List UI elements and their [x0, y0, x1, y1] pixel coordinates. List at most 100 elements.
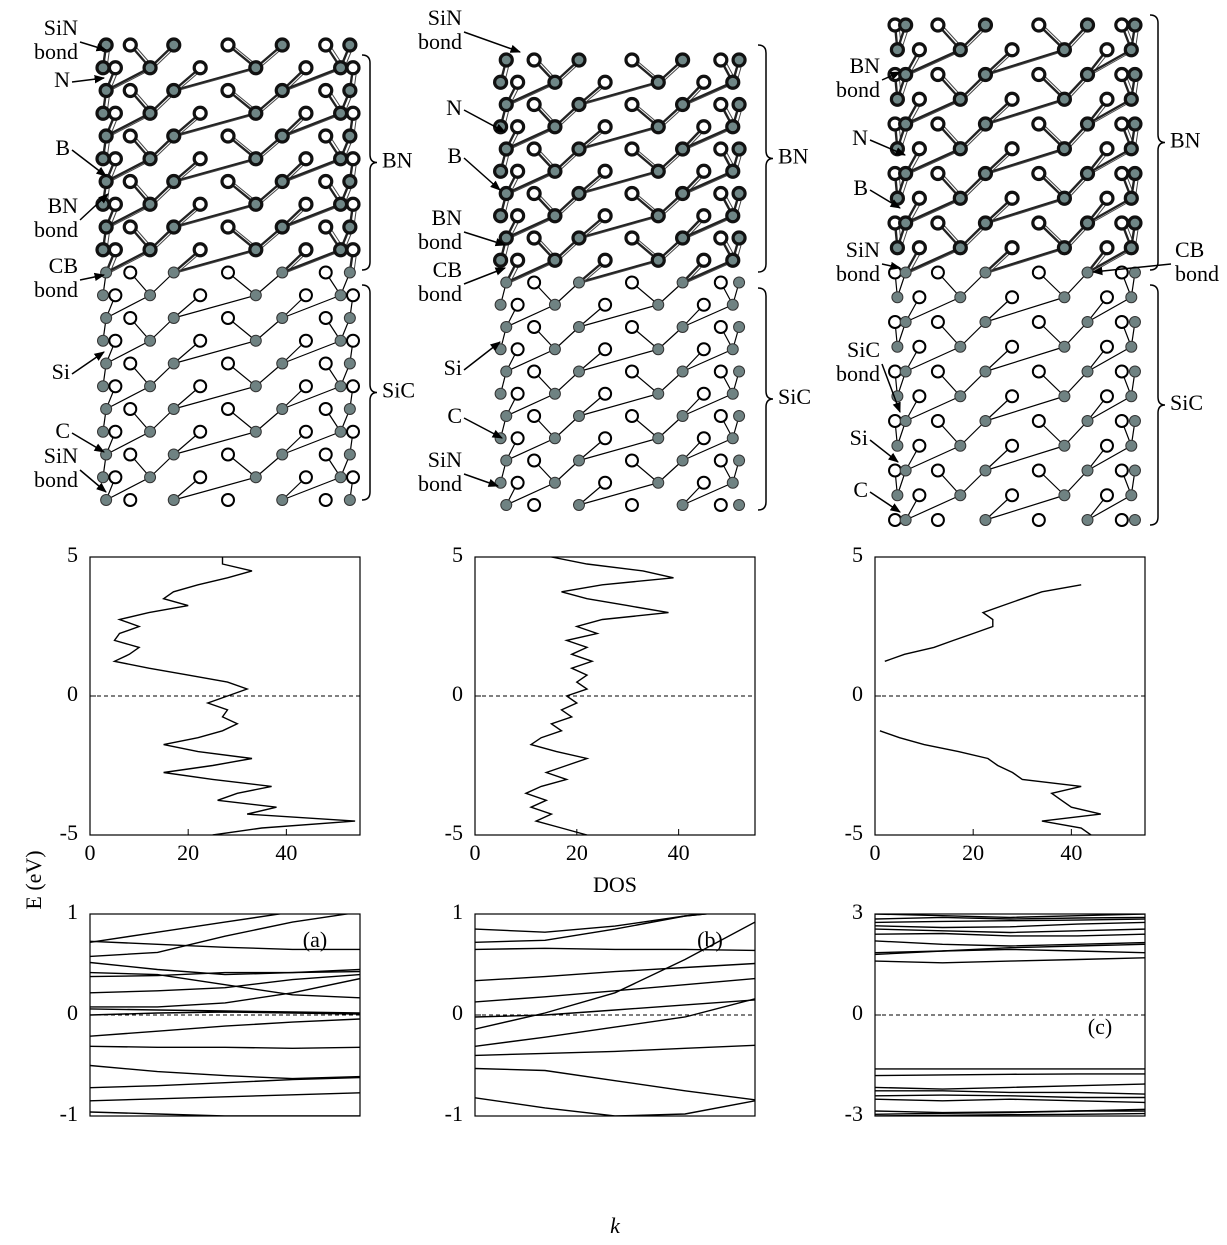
- atom: [1116, 316, 1128, 328]
- atom: [1125, 242, 1137, 254]
- atom: [335, 198, 347, 210]
- atom: [1006, 440, 1018, 452]
- chart: 50-502040: [60, 542, 360, 865]
- atom: [144, 244, 156, 256]
- atom: [733, 99, 745, 111]
- atom: [677, 455, 688, 466]
- bond: [989, 50, 1068, 75]
- structure-label: CB: [1175, 237, 1204, 262]
- structure-label: B: [55, 135, 70, 160]
- atom: [109, 244, 121, 256]
- atom: [549, 433, 560, 444]
- structure-label: SiN: [44, 15, 78, 40]
- atom: [715, 366, 727, 378]
- atom: [347, 335, 359, 347]
- y-tick-label: 0: [67, 1000, 78, 1025]
- atom: [1033, 118, 1045, 130]
- structure-label: bond: [34, 39, 78, 64]
- atom: [97, 244, 109, 256]
- atom: [1082, 465, 1093, 476]
- atom: [715, 277, 727, 289]
- atom: [222, 176, 234, 188]
- atom: [320, 130, 332, 142]
- atom: [1125, 44, 1137, 56]
- atom: [715, 455, 727, 467]
- bond: [178, 250, 260, 273]
- atom: [1129, 19, 1141, 31]
- atom: [495, 76, 507, 88]
- atom: [1058, 242, 1070, 254]
- atom: [528, 99, 540, 111]
- atom: [626, 232, 638, 244]
- atom: [222, 221, 234, 233]
- bracket-label: SiC: [382, 378, 415, 403]
- bond: [579, 438, 658, 460]
- band-line: [90, 1019, 360, 1036]
- structure-label: Si: [444, 355, 462, 380]
- atom: [932, 217, 944, 229]
- atom: [277, 449, 288, 460]
- atom: [168, 313, 179, 324]
- atom: [715, 410, 727, 422]
- structure-label: SiN: [44, 443, 78, 468]
- atom: [100, 221, 112, 233]
- atom: [1058, 44, 1070, 56]
- atom: [549, 76, 561, 88]
- label-arrow: [464, 342, 500, 370]
- atom: [495, 477, 506, 488]
- atom: [954, 143, 966, 155]
- atom: [727, 477, 738, 488]
- atom: [501, 411, 512, 422]
- y-tick-label: 1: [67, 899, 78, 924]
- x-tick-label: 20: [177, 840, 199, 865]
- atom: [677, 277, 688, 288]
- atom: [512, 76, 524, 88]
- structure-label: BN: [849, 53, 880, 78]
- band-line: [90, 979, 360, 1007]
- atom: [1033, 267, 1045, 279]
- atom: [109, 380, 121, 392]
- structure-label: bond: [418, 29, 462, 54]
- atom: [101, 404, 112, 415]
- atom: [954, 242, 966, 254]
- atom: [1129, 416, 1140, 427]
- atom: [715, 232, 727, 244]
- atom: [501, 277, 512, 288]
- atom: [932, 415, 944, 427]
- atom: [344, 130, 356, 142]
- atom: [335, 244, 347, 256]
- atom: [168, 221, 180, 233]
- atom: [955, 292, 966, 303]
- atom: [900, 118, 912, 130]
- y-tick-label: 0: [67, 681, 78, 706]
- atom: [1129, 366, 1140, 377]
- atom: [889, 415, 901, 427]
- atom: [1033, 415, 1045, 427]
- atom: [715, 499, 727, 511]
- band-line: [90, 975, 360, 993]
- atom: [889, 316, 901, 328]
- atom: [599, 165, 611, 177]
- atom: [599, 121, 611, 133]
- atom: [1126, 391, 1137, 402]
- atom: [652, 76, 664, 88]
- atom: [250, 472, 261, 483]
- atom: [222, 449, 234, 461]
- bond: [579, 349, 658, 371]
- atom: [913, 143, 925, 155]
- bracket-label: SiC: [1170, 390, 1203, 415]
- structure-label: N: [446, 95, 462, 120]
- x-axis-label: k: [610, 1213, 621, 1238]
- atom: [1006, 44, 1018, 56]
- y-tick-label: -3: [845, 1101, 863, 1126]
- atom: [979, 118, 991, 130]
- atom: [1033, 168, 1045, 180]
- atom: [892, 440, 903, 451]
- atom: [222, 267, 234, 279]
- atom: [194, 153, 206, 165]
- bond: [985, 297, 1064, 322]
- atom: [573, 455, 584, 466]
- atom: [300, 62, 312, 74]
- chart: 30-3(c): [845, 899, 1145, 1126]
- atom: [599, 76, 611, 88]
